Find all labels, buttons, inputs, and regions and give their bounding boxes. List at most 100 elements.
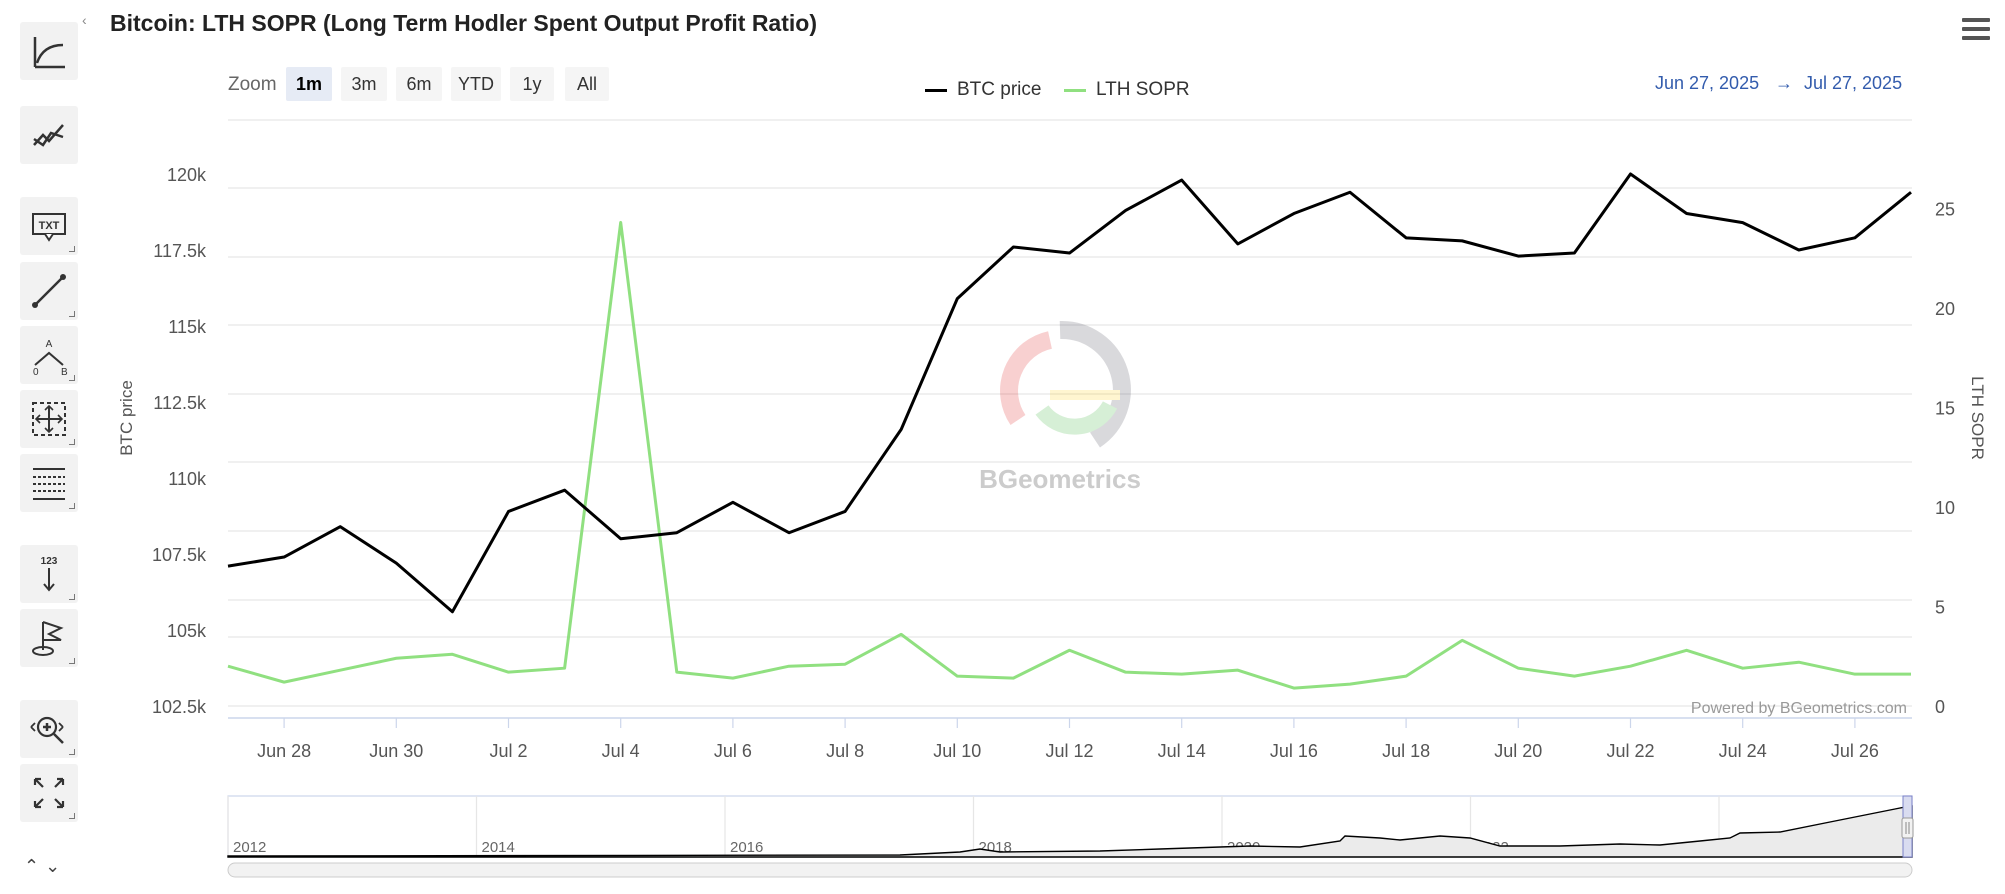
text-label-icon: TXT <box>32 213 66 242</box>
navigator-year-label: 2024 <box>1724 839 1757 856</box>
x-tick-label: Jun 30 <box>369 741 423 761</box>
flag-icon <box>32 621 64 656</box>
tool-text3: B <box>61 367 68 375</box>
x-tick-label: Jul 14 <box>1158 741 1206 761</box>
zoom-button-1y[interactable]: 1y <box>510 67 554 101</box>
credit-text: Powered by BGeometrics.com <box>1691 700 1907 717</box>
y-left-tick: 115k <box>168 317 207 337</box>
x-tick-label: Jul 2 <box>489 741 527 761</box>
measure-tool-button[interactable] <box>20 390 78 448</box>
indicators-tool-button[interactable] <box>20 22 78 80</box>
line-segment-icon <box>32 274 66 308</box>
flag-tool-button[interactable] <box>20 609 78 667</box>
navigator-selected-range <box>1902 795 1913 858</box>
navigator-year-label: 2020 <box>1227 839 1260 856</box>
x-tick-label: Jul 12 <box>1045 741 1093 761</box>
bgeometrics-watermark-logo <box>1000 320 1131 448</box>
tool-submenu-icon[interactable] <box>69 439 75 445</box>
tool-text: A <box>46 339 53 350</box>
zoom-change-tool-button[interactable] <box>20 700 78 758</box>
y-right-tick: 0 <box>1935 697 1945 717</box>
range-from[interactable]: Jun 27, 2025 <box>1655 73 1760 93</box>
elliott-wave-icon: A 0 B <box>33 339 68 375</box>
legend-item-btc-price[interactable]: BTC price <box>925 79 1041 101</box>
y-right-tick: 20 <box>1935 299 1955 319</box>
vertical-counter-icon: 123 <box>41 556 58 592</box>
x-tick-label: Jul 8 <box>826 741 864 761</box>
x-tick-label: Jun 28 <box>257 741 311 761</box>
chart-title: Bitcoin: LTH SOPR (Long Term Hodler Spen… <box>110 10 817 36</box>
comparison-tool-button[interactable] <box>20 106 78 164</box>
tool-text2: 0 <box>33 367 39 375</box>
vertical-counter-tool-button[interactable]: 123 <box>20 545 78 603</box>
zoom-change-icon <box>30 716 64 744</box>
elliott-wave-tool-button[interactable]: A 0 B <box>20 326 78 384</box>
x-tick-label: Jul 10 <box>933 741 981 761</box>
navigator-scrollbar[interactable] <box>227 862 1913 878</box>
navigator: 2012 2014 2016 2018 2020 2022 2024 <box>227 795 1913 858</box>
legend-label-btc: BTC price <box>957 79 1042 100</box>
range-to[interactable]: Jul 27, 2025 <box>1804 73 1903 93</box>
tool-submenu-icon[interactable] <box>69 658 75 664</box>
x-tick-label: Jul 20 <box>1494 741 1542 761</box>
hamburger-menu-icon[interactable] <box>1962 18 1990 40</box>
navigator-year-label: 2012 <box>233 839 266 856</box>
tool-submenu-icon[interactable] <box>69 749 75 755</box>
series-line-btc-price <box>227 172 1912 614</box>
y-right-tick: 10 <box>1935 498 1955 518</box>
zoom-button-all[interactable]: All <box>565 67 609 101</box>
navigator-year-label: 2016 <box>730 839 763 856</box>
tool-submenu-icon[interactable] <box>69 594 75 600</box>
tool-submenu-icon[interactable] <box>69 813 75 819</box>
zoom-button-1m[interactable]: 1m <box>286 67 332 101</box>
y-left-tick: 110k <box>168 469 207 489</box>
line-segment-tool-button[interactable] <box>20 262 78 320</box>
fullscreen-tool-button[interactable] <box>20 764 78 822</box>
zoom-button-3m[interactable]: 3m <box>341 67 387 101</box>
x-tick-label: Jul 6 <box>714 741 752 761</box>
measure-icon <box>32 402 66 436</box>
text-label-tool-button[interactable]: TXT <box>20 197 78 255</box>
legend-swatch-sopr <box>1064 88 1086 92</box>
x-tick-label: Jul 26 <box>1831 741 1879 761</box>
y-right-axis-title: LTH SOPR <box>1968 376 1987 460</box>
y-right-tick: 25 <box>1935 200 1955 220</box>
navigator-series-area <box>227 805 1913 858</box>
y-left-tick: 112.5k <box>153 393 207 413</box>
tool-text: TXT <box>39 220 60 232</box>
range-arrow: → <box>1775 73 1793 93</box>
tool-text: 123 <box>41 556 58 567</box>
x-tick-label: Jul 18 <box>1382 741 1430 761</box>
fibonacci-tool-button[interactable] <box>20 454 78 512</box>
navigator-year-label: 2018 <box>979 839 1012 856</box>
tool-submenu-icon[interactable] <box>69 375 75 381</box>
y-right-tick: 5 <box>1935 598 1945 618</box>
legend-item-lth-sopr[interactable]: LTH SOPR <box>1064 79 1190 101</box>
x-tick-label: Jul 16 <box>1270 741 1318 761</box>
zoom-button-ytd[interactable]: YTD <box>451 67 501 101</box>
comparison-icon <box>33 124 64 147</box>
navigator-frame <box>227 795 1913 858</box>
navigator-handle[interactable] <box>1901 817 1914 839</box>
watermark-text: BGeometrics <box>979 464 1141 494</box>
x-tick-label: Jul 22 <box>1606 741 1654 761</box>
collapse-toolbar-icon[interactable]: ‹ <box>82 12 87 28</box>
y-left-axis-title: BTC price <box>117 380 136 456</box>
fullscreen-icon <box>33 777 65 809</box>
y-left-tick: 120k <box>167 165 207 185</box>
zoom-button-6m[interactable]: 6m <box>396 67 442 101</box>
y-right-tick: 15 <box>1935 399 1955 419</box>
series-line-lth-sopr <box>227 220 1911 690</box>
tool-submenu-icon[interactable] <box>69 503 75 509</box>
legend-label-sopr: LTH SOPR <box>1096 79 1190 100</box>
navigator-year-label: 2022 <box>1476 839 1509 856</box>
y-left-tick: 105k <box>167 621 207 641</box>
navigator-year-label: 2014 <box>482 839 515 856</box>
y-left-tick: 117.5k <box>153 241 207 261</box>
legend-swatch-btc <box>925 88 947 92</box>
toolbar-scroll-arrows[interactable]: ⌃⌄ <box>24 856 67 876</box>
tool-submenu-icon[interactable] <box>69 246 75 252</box>
y-left-tick: 107.5k <box>152 545 207 565</box>
tool-submenu-icon[interactable] <box>69 311 75 317</box>
